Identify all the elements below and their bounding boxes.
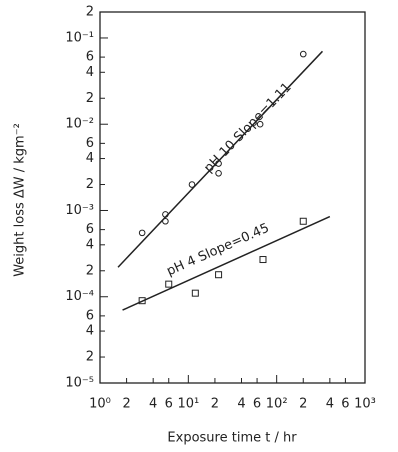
y-axis-title: Weight loss ΔW / kgm⁻² xyxy=(13,123,28,277)
y-tick-label: 2 xyxy=(86,350,94,365)
point xyxy=(299,50,307,58)
x-axis-title: Exposure time t / hr xyxy=(167,431,297,446)
x-tick-label: 10² xyxy=(266,397,288,412)
fit-line xyxy=(122,215,331,311)
y-tick-label: 2 xyxy=(86,5,94,20)
point xyxy=(162,217,169,225)
point xyxy=(299,217,307,225)
y-tick-label: 4 xyxy=(86,237,94,252)
y-tick-label: 4 xyxy=(86,65,94,80)
x-tick-label: 2 xyxy=(211,397,219,412)
x-tick-label: 6 xyxy=(253,397,261,412)
y-tick-label: 10⁻² xyxy=(65,117,94,132)
annotation: pH 10 Slope=1.11 xyxy=(201,80,294,176)
x-tick-label: 4 xyxy=(326,397,334,412)
y-tick-label: 2 xyxy=(86,91,94,106)
y-tick-label: 6 xyxy=(86,136,94,151)
x-tick-label: 6 xyxy=(341,397,349,412)
x-tick-label: 2 xyxy=(299,397,307,412)
y-tick-label: 6 xyxy=(86,308,94,323)
y-tick-label: 6 xyxy=(86,50,94,65)
plot-frame xyxy=(99,11,366,384)
y-tick-label: 4 xyxy=(86,151,94,166)
point xyxy=(138,229,146,237)
x-tick-label: 10³ xyxy=(354,397,376,412)
x-tick-label: 10¹ xyxy=(177,397,199,412)
point xyxy=(215,160,222,167)
y-tick-label: 4 xyxy=(86,324,94,339)
x-tick-label: 4 xyxy=(149,397,157,412)
point xyxy=(259,256,267,264)
x-tick-label: 4 xyxy=(237,397,245,412)
point xyxy=(188,181,196,188)
y-tick-label: 10⁻¹ xyxy=(65,30,94,45)
y-tick-label: 10⁻⁴ xyxy=(65,289,94,304)
point xyxy=(215,271,223,279)
y-tick-label: 2 xyxy=(86,177,94,192)
fit-line xyxy=(117,50,324,268)
point xyxy=(215,169,222,177)
y-tick-label: 6 xyxy=(86,222,94,237)
y-tick-label: 10⁻³ xyxy=(65,203,94,218)
y-tick-label: 2 xyxy=(86,263,94,278)
x-tick-label: 10⁰ xyxy=(89,397,111,412)
x-tick-label: 2 xyxy=(122,397,130,412)
point xyxy=(165,280,173,288)
point xyxy=(191,289,199,297)
y-tick-label: 10⁻⁵ xyxy=(65,376,94,391)
x-tick-label: 6 xyxy=(165,397,173,412)
point xyxy=(256,120,264,128)
point xyxy=(162,211,169,218)
point xyxy=(138,297,146,305)
